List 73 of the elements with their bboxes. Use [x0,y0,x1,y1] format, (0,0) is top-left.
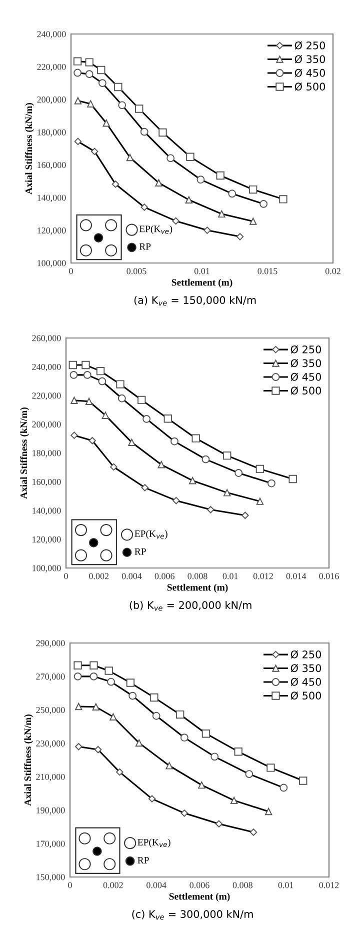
text: (b) K$_{ve}$ = 200,000 kN/m [130,600,252,611]
x-tick-label: 0.004 [146,882,166,888]
y-tick-label: 190,000 [36,807,65,815]
legend-label: Ø 250 [290,650,322,659]
x-tick-label: 0 [69,268,73,274]
legend-label: Ø 450 [290,678,322,686]
y-tick-label: 250,000 [36,706,65,714]
y-tick-label: 160,000 [38,162,66,170]
legend-label: Ø 500 [294,82,326,91]
x-axis-title: Settlement (m) [167,584,228,593]
y-axis-title: Axial Stiffness (kN/m) [25,103,34,194]
x-tick-label: 0.002 [89,573,109,580]
y-tick-label: 170,000 [36,840,65,848]
x-tick-label: 0.016 [319,573,339,580]
legend-label: Ø 350 [290,664,322,672]
y-tick-label: 240,000 [37,31,66,39]
text: (a) K$_{ve}$ = 150,000 kN/m [134,296,256,306]
y-tick-label: 140,000 [38,194,66,202]
x-tick-label: 0.012 [253,573,273,580]
x-tick-label: 0.006 [154,573,175,580]
x-tick-label: 0.01 [278,882,294,888]
x-tick-label: 0.008 [232,882,252,888]
annotation: EP(K$_{ve}$) [134,530,168,539]
y-tick-label: 100,000 [38,260,66,268]
y-tick-label: 240,000 [32,364,61,372]
y-tick-label: 220,000 [37,64,66,72]
annotation: EP(K$_{ve}$) [139,225,172,234]
x-tick-label: 0.012 [319,882,339,888]
x-tick-label: 0.006 [190,882,210,888]
legend-label: Ø 500 [290,691,322,700]
y-tick-label: 290,000 [36,640,65,648]
y-tick-label: 160,000 [32,478,61,486]
x-tick-label: 0.01 [222,573,238,580]
annotation: RP [138,857,149,864]
legend-label: Ø 350 [290,359,322,368]
y-tick-label: 260,000 [32,335,61,343]
y-tick-label: 270,000 [36,674,65,681]
x-tick-label: 0.014 [286,573,306,580]
text: (c) K$_{ve}$ = 300,000 kN/m [132,910,253,920]
x-tick-label: 0 [68,882,72,888]
x-tick-label: 0.004 [122,573,142,580]
y-tick-label: 210,000 [36,774,65,782]
legend-label: Ø 450 [290,372,322,382]
legend-label: Ø 250 [290,345,322,354]
annotation: RP [139,243,151,250]
x-tick-label: 0 [64,573,68,580]
y-tick-label: 220,000 [32,392,61,400]
legend-label: Ø 500 [290,386,322,395]
x-tick-label: 0.015 [258,268,278,274]
x-tick-label: 0.002 [103,882,123,888]
x-tick-label: 0.008 [188,573,208,580]
y-tick-label: 100,000 [32,565,61,573]
y-tick-label: 230,000 [36,740,65,748]
y-axis-title: Axial Stiffness (kN/m) [20,408,30,499]
annotation: EP(K$_{ve}$) [138,838,170,848]
y-tick-label: 150,000 [36,874,65,882]
x-axis-title: Settlement (m) [169,892,230,902]
x-tick-label: 0.01 [194,268,210,274]
y-tick-label: 120,000 [38,227,66,235]
legend-label: Ø 350 [294,55,326,64]
x-axis-title: Settlement (m) [172,278,232,288]
annotation: RP [134,548,146,555]
y-tick-label: 200,000 [37,96,66,104]
y-tick-label: 180,000 [32,450,61,458]
x-tick-label: 0.02 [325,268,340,274]
y-tick-label: 180,000 [38,129,66,137]
x-tick-label: 0.005 [126,268,146,274]
y-tick-label: 120,000 [32,536,61,544]
y-axis-title: Axial Stiffness (kN/m) [24,714,34,806]
legend-label: Ø 250 [294,41,326,50]
legend-label: Ø 450 [294,68,326,78]
y-tick-label: 200,000 [32,421,61,429]
y-tick-label: 140,000 [32,508,61,516]
